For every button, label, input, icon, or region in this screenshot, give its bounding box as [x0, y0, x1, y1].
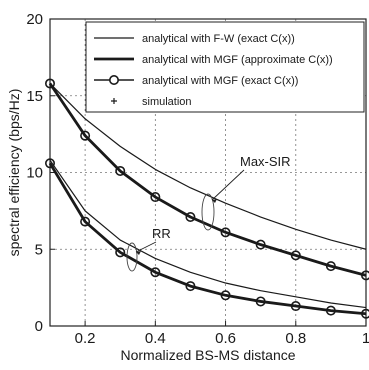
y-tick-label: 0 — [35, 318, 43, 335]
series-point — [220, 290, 231, 301]
y-tick-label: 10 — [26, 165, 43, 182]
series-point — [80, 216, 91, 227]
series-point — [290, 301, 301, 312]
annotation-ellipse — [201, 193, 215, 231]
legend-label: analytical with MGF (exact C(x)) — [142, 75, 298, 87]
annotation-arrow — [135, 241, 157, 253]
legend-swatch-plus — [111, 98, 117, 104]
x-tick-label: 1 — [362, 330, 369, 347]
legend-label: simulation — [142, 96, 192, 108]
y-axis-label: spectral efficiency (bps/Hz) — [6, 89, 22, 257]
annotations: Max-SIR RR — [126, 154, 291, 272]
y-tick-label: 5 — [35, 241, 43, 258]
series-point — [185, 212, 196, 223]
x-tick-label: 0.4 — [145, 330, 166, 347]
x-tick-label: 0.8 — [285, 330, 306, 347]
x-tick-label: 0.6 — [215, 330, 236, 347]
y-tick-label: 20 — [26, 11, 43, 28]
legend-swatch-circle — [109, 75, 120, 86]
series-point — [115, 247, 126, 258]
series-point — [361, 308, 369, 319]
series-line-max-sir-2 — [49, 83, 367, 277]
series-point — [255, 296, 266, 307]
annotation-arrowhead — [136, 251, 141, 255]
x-axis-label: Normalized BS-MS distance — [120, 347, 295, 363]
y-tick-label: 15 — [26, 88, 43, 105]
series-point — [325, 305, 336, 316]
legend-label: analytical with MGF (approximate C(x)) — [142, 54, 333, 66]
series-point — [220, 227, 231, 238]
series — [44, 78, 369, 319]
series-point — [255, 239, 266, 250]
series-point — [325, 261, 336, 272]
series-line-rr-3 — [49, 159, 367, 309]
series-point — [44, 158, 55, 169]
annotation-max-sir: Max-SIR — [240, 154, 291, 169]
series-point — [115, 165, 126, 176]
legend-label: analytical with F-W (exact C(x)) — [142, 33, 295, 45]
annotation-ellipse — [126, 242, 138, 272]
series-line-max-sir-0 — [49, 83, 367, 250]
series-point — [290, 250, 301, 261]
series-point — [150, 267, 161, 278]
annotation-arrowhead — [212, 199, 217, 203]
series-point — [150, 192, 161, 203]
series-point — [80, 130, 91, 141]
x-tick-label: 0.2 — [75, 330, 96, 347]
legend-box — [85, 21, 365, 113]
series-point — [44, 78, 55, 89]
series-point — [185, 281, 196, 292]
annotation-arrow — [211, 169, 245, 201]
legend: analytical with F-W (exact C(x)) analytic… — [85, 21, 365, 113]
annotation-rr: RR — [152, 226, 171, 241]
series-line-rr-5 — [49, 162, 367, 315]
series-point — [361, 270, 369, 281]
